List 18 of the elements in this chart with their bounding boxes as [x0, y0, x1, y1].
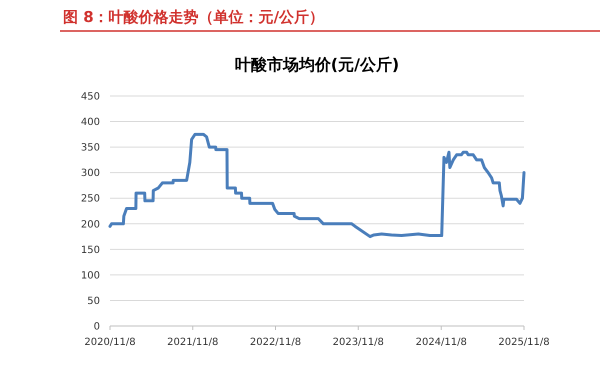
y-tick-label: 250	[80, 194, 100, 205]
y-tick-label: 400	[80, 117, 100, 128]
x-tick-label: 2022/11/8	[250, 337, 302, 348]
chart-subtitle: 叶酸市场均价(元/公斤)	[234, 55, 400, 74]
x-tick-label: 2024/11/8	[416, 337, 467, 348]
y-tick-label: 350	[80, 142, 100, 154]
x-tick-label: 2020/11/8	[84, 337, 136, 348]
y-tick-label: 0	[94, 322, 100, 332]
title: 图 8：叶酸价格走势（单位：元/公斤）	[63, 8, 324, 26]
y-tick-label: 200	[80, 219, 100, 230]
y-tick-label: 300	[80, 168, 100, 180]
y-tick-label: 450	[80, 92, 100, 102]
y-tick-label: 150	[80, 244, 100, 256]
x-tick-label: 2025/11/8	[498, 337, 550, 348]
x-tick-label: 2021/11/8	[167, 337, 218, 348]
y-tick-label: 100	[80, 270, 100, 282]
x-tick-label: 2023/11/8	[332, 337, 384, 348]
y-tick-label: 50	[87, 296, 100, 307]
